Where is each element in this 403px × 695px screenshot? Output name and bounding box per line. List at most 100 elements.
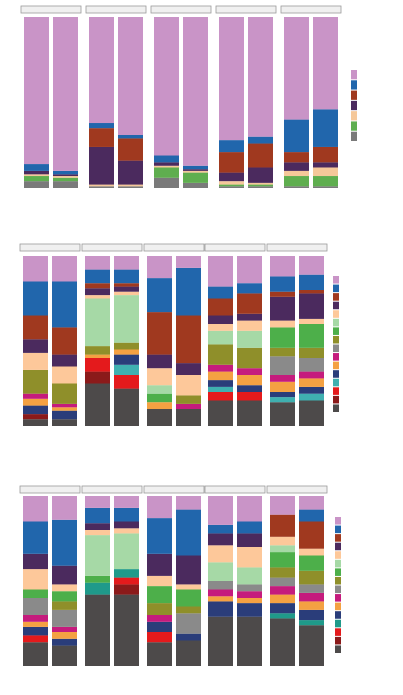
bar-segment [183, 165, 208, 170]
bar-segment [23, 521, 48, 554]
bar-segment [299, 496, 324, 510]
bar-segment [270, 276, 295, 292]
facet-header [266, 485, 328, 494]
bar-segment [299, 347, 324, 358]
bar-segment [270, 397, 295, 403]
bar-segment [23, 398, 48, 406]
bar-segment [270, 256, 295, 277]
bar-segment [154, 155, 179, 163]
bar-segment [114, 286, 139, 292]
bar-segment [118, 138, 143, 161]
bar-segment [299, 609, 324, 621]
bar-segment [89, 146, 114, 185]
bar-segment [208, 364, 233, 372]
bar-segment [284, 152, 309, 163]
bar-segment [313, 176, 338, 187]
bar-segment [237, 603, 262, 617]
bar-segment [299, 625, 324, 666]
bar-segment [237, 256, 262, 284]
bar-segment [299, 386, 324, 394]
bar-segment [23, 393, 48, 399]
bar-segment [208, 315, 233, 324]
bar-segment [114, 533, 139, 570]
bar-segment [52, 354, 77, 367]
bar-segment [299, 371, 324, 379]
legend-swatch [351, 121, 357, 131]
bar-segment [85, 507, 110, 524]
bar-segment [183, 17, 208, 166]
bar-segment [118, 160, 143, 185]
bar-segment [118, 186, 143, 188]
legend-swatch [335, 636, 341, 645]
bar-segment [270, 613, 295, 619]
bar-segment [270, 381, 295, 392]
bar-segment [299, 400, 324, 426]
bar-segment [114, 283, 139, 287]
legend-swatch [351, 100, 357, 111]
bar-segment [114, 364, 139, 375]
bar-segment [270, 402, 295, 426]
facet-header [150, 5, 212, 14]
bar-segment [85, 358, 110, 372]
bar-segment [89, 17, 114, 124]
legend-swatch [335, 568, 341, 576]
bar-segment [208, 545, 233, 563]
bar-segment [53, 181, 78, 188]
bar-segment [248, 143, 273, 168]
bar-segment [284, 119, 309, 153]
legend-swatch [333, 301, 339, 310]
bar-segment [270, 567, 295, 578]
bar-segment [85, 535, 110, 576]
bar-segment [114, 354, 139, 365]
bar-segment [208, 386, 233, 392]
bar-segment [154, 17, 179, 156]
bar-segment [154, 162, 179, 166]
bar-segment [85, 383, 110, 426]
bar-segment [176, 315, 201, 364]
bar-segment [114, 388, 139, 426]
bar-segment [208, 533, 233, 546]
bar-segment [176, 375, 201, 396]
bar-segment [270, 545, 295, 553]
bar-segment [284, 170, 309, 177]
legend-swatch [335, 602, 341, 611]
bar-segment [208, 256, 233, 287]
bar-segment [147, 409, 172, 426]
bar-segment [176, 555, 201, 585]
bar-segment [299, 601, 324, 610]
bar-segment [299, 521, 324, 549]
bar-segment [237, 616, 262, 666]
bar-segment [89, 123, 114, 129]
facet-header [143, 243, 205, 252]
bar-segment [52, 383, 77, 404]
bar-segment [208, 562, 233, 581]
bar-segment [237, 400, 262, 426]
bar-segment [24, 181, 49, 188]
bar-segment [299, 592, 324, 602]
bar-segment [183, 172, 208, 183]
legend-swatch [351, 90, 357, 100]
bar-segment [208, 524, 233, 534]
bar-segment [24, 176, 49, 182]
bar-segment [23, 615, 48, 622]
bar-segment [176, 409, 201, 426]
bar-segment [219, 140, 244, 153]
bar-segment [313, 146, 338, 163]
bar-segment [23, 589, 48, 598]
bar-segment [23, 569, 48, 590]
bar-segment [24, 174, 49, 177]
facet-header [81, 243, 143, 252]
legend-swatch [335, 551, 341, 559]
bar-segment [147, 354, 172, 369]
legend-swatch [333, 395, 339, 404]
bar-segment [237, 567, 262, 585]
bar-segment [237, 375, 262, 386]
bar-segment [85, 371, 110, 384]
legend-swatch [333, 370, 339, 378]
bar-segment [147, 518, 172, 554]
bar-segment [270, 577, 295, 587]
bar-segment [270, 296, 295, 321]
bar-segment [147, 278, 172, 313]
legend-swatch [333, 387, 339, 395]
bar-segment [85, 288, 110, 296]
